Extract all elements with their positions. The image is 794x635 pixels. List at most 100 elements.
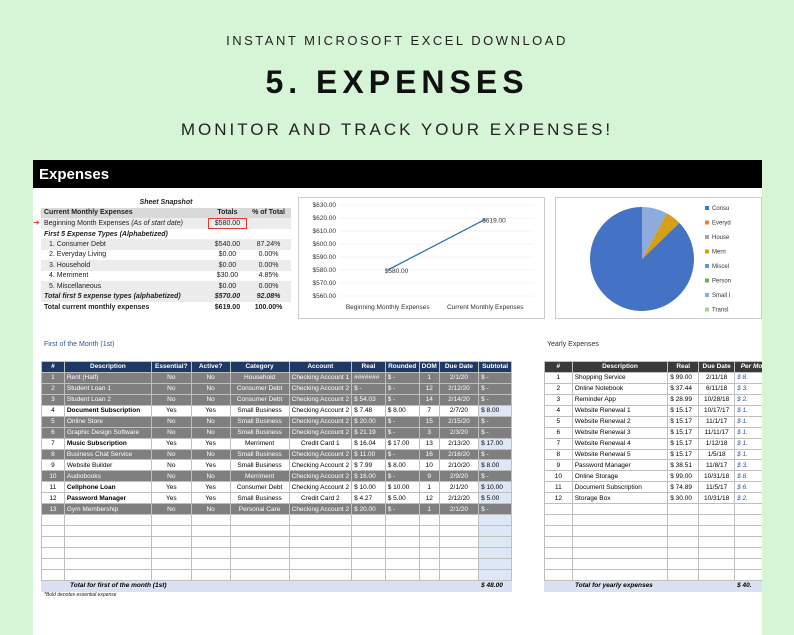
table-cell[interactable]: $ 1. (734, 437, 762, 450)
table-cell[interactable]: Checking Account 2 (288, 404, 353, 417)
table-cell[interactable]: 1 (418, 371, 440, 384)
empty-cell[interactable] (571, 525, 669, 537)
empty-row[interactable] (544, 568, 762, 581)
table-cell[interactable]: 6 (41, 426, 65, 439)
empty-cell[interactable] (190, 514, 231, 527)
table-cell[interactable]: 11 (544, 481, 573, 494)
empty-cell[interactable] (544, 514, 573, 527)
empty-cell[interactable] (438, 557, 480, 570)
table-row[interactable]: 11 Cellphone Loan Yes Yes Consumer Debt Check… (41, 481, 512, 494)
table-cell[interactable]: 2/1/20 (438, 503, 480, 516)
empty-cell[interactable] (63, 514, 152, 527)
table-cell[interactable]: 3 (544, 393, 573, 406)
table-row[interactable]: 2 Online Notebook $ 37.44 6/11/18 $ 3. (544, 382, 762, 395)
table-row[interactable]: 7 Website Renewal 4 $ 15.17 1/12/18 $ 1. (544, 437, 762, 450)
table-cell[interactable]: No (150, 393, 192, 406)
empty-cell[interactable] (190, 557, 231, 570)
table-row[interactable]: 10 Audiobooks No No Merriment Checking Accoun… (41, 470, 512, 483)
table-cell[interactable]: 10/28/18 (698, 393, 736, 406)
table-cell[interactable]: 10/17/17 (698, 404, 736, 417)
empty-cell[interactable] (150, 546, 192, 559)
empty-cell[interactable] (478, 514, 512, 527)
empty-cell[interactable] (734, 568, 762, 581)
empty-cell[interactable] (150, 557, 192, 570)
table-row[interactable]: 9 Website Builder No Yes Small Business Check… (41, 459, 512, 472)
table-row[interactable]: 8 Website Renewal 5 $ 15.17 1/5/18 $ 1. (544, 448, 762, 461)
table-cell[interactable]: $ - (478, 393, 512, 406)
empty-row[interactable] (41, 525, 512, 537)
empty-cell[interactable] (351, 514, 386, 527)
table-row[interactable]: 3 Student Loan 2 No No Consumer Debt Checking… (41, 393, 512, 406)
empty-cell[interactable] (288, 536, 353, 548)
table-cell[interactable]: $ 15.17 (667, 404, 700, 417)
empty-cell[interactable] (41, 568, 65, 581)
table-cell[interactable]: Yes (190, 481, 231, 494)
table-row[interactable]: 12 Storage Box $ 30.00 10/31/18 $ 2. (544, 492, 762, 505)
column-header[interactable]: Per Mo (734, 361, 762, 373)
table-cell[interactable]: 2 (544, 382, 573, 395)
table-cell[interactable]: $ 5.00 (384, 492, 420, 505)
table-cell[interactable]: No (150, 448, 192, 461)
table-cell[interactable]: Checking Account 2 (288, 459, 353, 472)
empty-row[interactable] (544, 546, 762, 559)
column-header[interactable]: Account (288, 361, 353, 373)
table-cell[interactable]: $ 16.04 (351, 437, 386, 450)
table-cell[interactable]: Storage Box (571, 492, 669, 505)
table-cell[interactable]: 12 (41, 492, 65, 505)
table-cell[interactable]: Small Business (229, 415, 290, 428)
empty-cell[interactable] (544, 503, 573, 516)
table-cell[interactable]: Yes (150, 492, 192, 505)
empty-cell[interactable] (418, 557, 440, 570)
table-cell[interactable]: $ - (478, 448, 512, 461)
snapshot-cell[interactable]: 87.24% (246, 239, 291, 250)
table-cell[interactable]: 12 (544, 492, 573, 505)
table-cell[interactable]: Online Store (63, 415, 152, 428)
table-cell[interactable]: Checking Account 2 (288, 481, 353, 494)
table-cell[interactable]: Website Renewal 5 (571, 448, 669, 461)
table-cell[interactable]: $ 8.00 (478, 404, 512, 417)
table-row[interactable]: 4 Website Renewal 1 $ 15.17 10/17/17 $ 1. (544, 404, 762, 417)
table-cell[interactable]: Shopping Service (571, 371, 669, 384)
snapshot-cell[interactable]: 1. Consumer Debt (41, 239, 209, 250)
table-cell[interactable]: No (150, 371, 192, 384)
table-cell[interactable]: $ - (478, 371, 512, 384)
table-cell[interactable]: No (150, 426, 192, 439)
table-cell[interactable]: 13 (418, 437, 440, 450)
table-cell[interactable]: Small Business (229, 492, 290, 505)
empty-cell[interactable] (288, 525, 353, 537)
table-cell[interactable]: Graphic Design Software (63, 426, 152, 439)
table-cell[interactable]: $ - (478, 382, 512, 395)
table-cell[interactable]: 11 (41, 481, 65, 494)
table-cell[interactable]: No (190, 503, 231, 516)
empty-cell[interactable] (478, 546, 512, 559)
snapshot-cell[interactable]: 0.00% (258, 251, 279, 259)
snapshot-cell[interactable]: $540.00 (208, 239, 247, 250)
table-cell[interactable]: Small Business (229, 426, 290, 439)
empty-cell[interactable] (63, 557, 152, 570)
table-row[interactable]: 6 Graphic Design Software No No Small Busine… (41, 426, 512, 439)
table-row[interactable]: 13 Gym Membership No No Personal Care Checkin… (41, 503, 512, 516)
empty-cell[interactable] (150, 536, 192, 548)
table-cell[interactable]: 10/31/18 (698, 492, 736, 505)
table-cell[interactable]: $ 37.44 (667, 382, 700, 395)
column-header[interactable]: Real (351, 361, 386, 373)
table-cell[interactable]: $ - (478, 470, 512, 483)
empty-cell[interactable] (698, 546, 736, 559)
table-cell[interactable]: Website Renewal 3 (571, 426, 669, 439)
table-cell[interactable]: Online Notebook (571, 382, 669, 395)
empty-cell[interactable] (418, 514, 440, 527)
table-cell[interactable]: $ 8.00 (384, 404, 420, 417)
table-cell[interactable]: $ 15.17 (667, 437, 700, 450)
table-cell[interactable]: 2/10/20 (438, 459, 480, 472)
empty-cell[interactable] (734, 514, 762, 527)
empty-cell[interactable] (190, 568, 231, 581)
empty-cell[interactable] (478, 568, 512, 581)
empty-cell[interactable] (734, 503, 762, 516)
empty-cell[interactable] (571, 503, 669, 516)
table-cell[interactable]: 3 (418, 426, 440, 439)
empty-row[interactable] (41, 514, 512, 527)
empty-cell[interactable] (384, 525, 420, 537)
table-cell[interactable]: Merriment (229, 437, 290, 450)
table-cell[interactable]: $ 10.00 (351, 481, 386, 494)
table-cell[interactable]: $ 1. (734, 426, 762, 439)
